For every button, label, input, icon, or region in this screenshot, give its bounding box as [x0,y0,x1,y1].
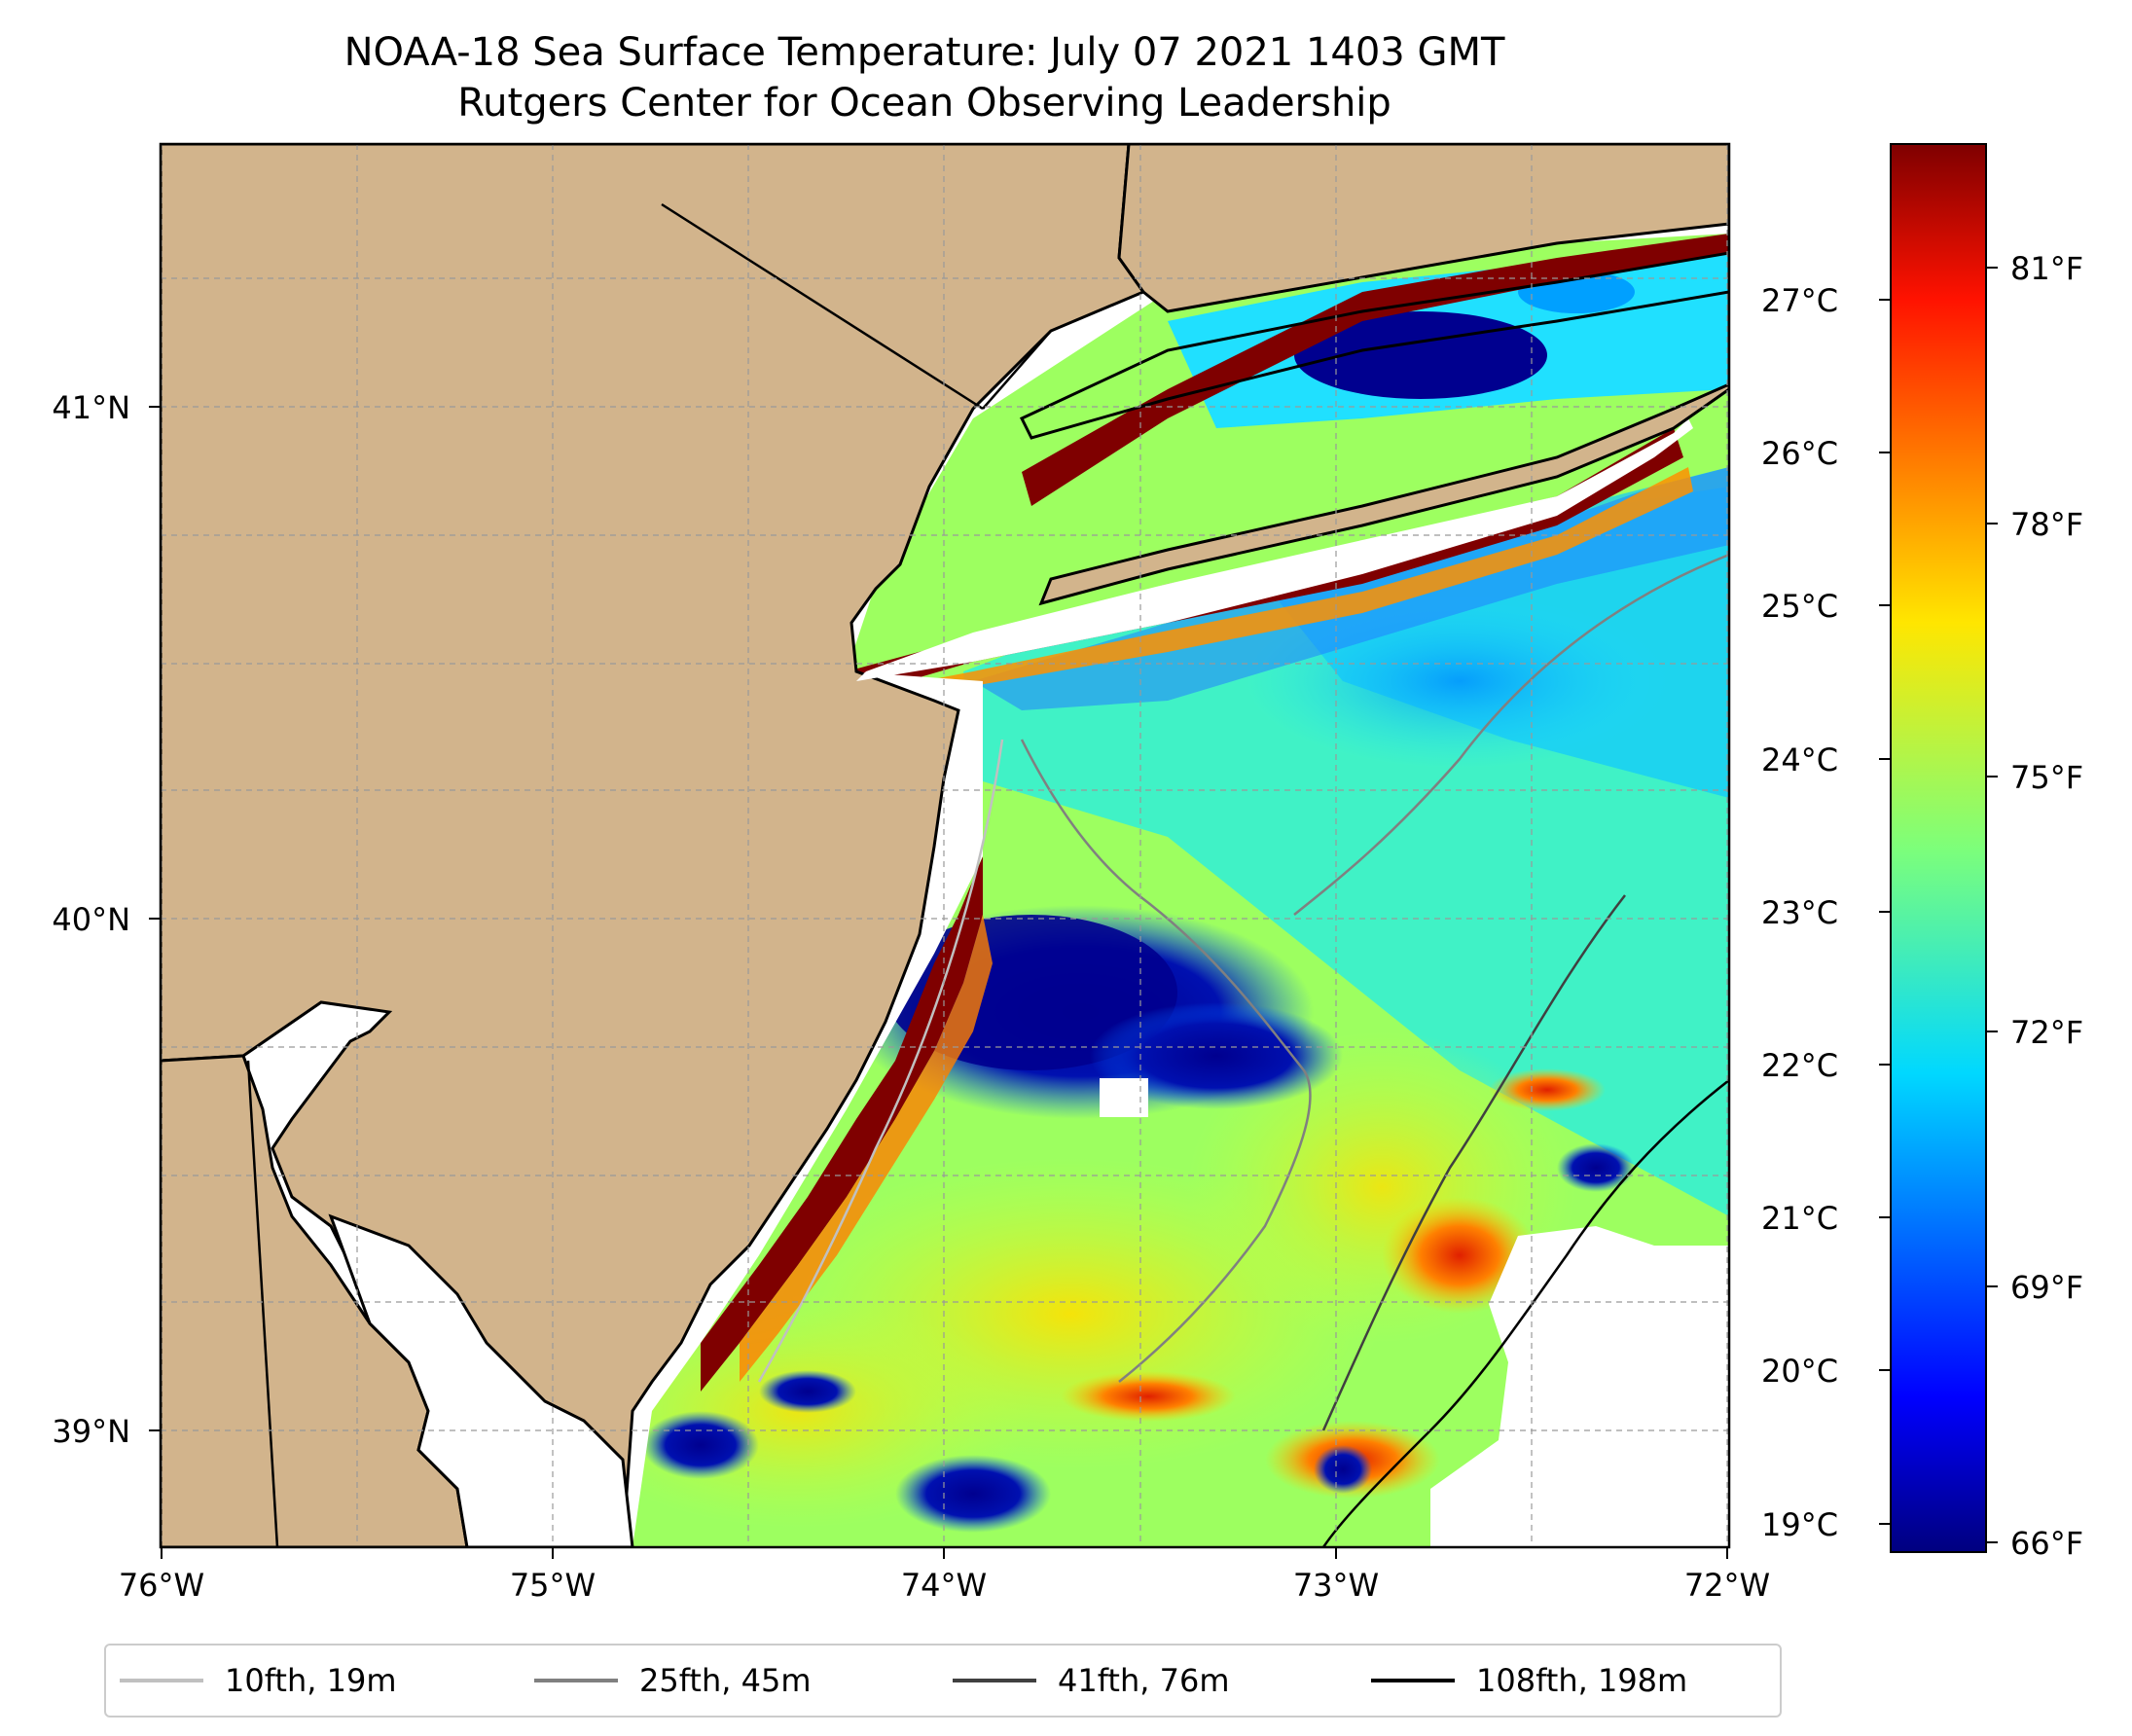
contour-legend: 10fth, 19m 25fth, 45m 41fth, 76m 108fth,… [104,1644,1782,1718]
legend-swatch [953,1679,1036,1682]
celsius-tick-label: 24°C [1761,741,1839,778]
celsius-tick-label: 26°C [1761,435,1839,472]
fahrenheit-tick-label: 78°F [2010,506,2084,543]
graticule [161,144,1729,1547]
legend-item-108fth: 108fth, 198m [1371,1659,1687,1702]
celsius-tick-label: 23°C [1761,894,1839,931]
celsius-tick-label: 21°C [1761,1200,1839,1237]
map-area [161,144,1729,1547]
lon-tick-label: 74°W [900,1567,988,1604]
delaware-bay [328,1213,634,1547]
contour-108fth [1321,1079,1729,1547]
fahrenheit-tick-label: 72°F [2010,1014,2084,1051]
legend-swatch [120,1679,203,1682]
lon-tick-label: 72°W [1683,1567,1771,1604]
no-data-region [1430,1226,1729,1547]
new-jersey-land [161,144,1146,1547]
colorbar [1890,143,1987,1553]
map-title: NOAA-18 Sea Surface Temperature: July 07… [343,30,1505,75]
contour-41fth [1321,894,1626,1431]
celsius-tick-label: 19°C [1761,1506,1839,1543]
celsius-tick-label: 22°C [1761,1047,1839,1084]
celsius-tick-label: 25°C [1761,588,1839,625]
fahrenheit-tick-label: 81°F [2010,250,2084,287]
legend-item-10fth: 10fth, 19m [120,1659,396,1702]
legend-label: 25fth, 45m [639,1662,812,1699]
contour-10fth [757,739,1004,1383]
lat-tick-label: 41°N [52,389,130,426]
contour-25fth [1020,739,1312,1383]
legend-item-41fth: 41fth, 76m [953,1659,1229,1702]
lon-tick-label: 73°W [1292,1567,1380,1604]
celsius-tick-label: 27°C [1761,282,1839,319]
legend-swatch [1371,1679,1455,1682]
lat-tick-label: 40°N [52,901,130,938]
legend-label: 108fth, 198m [1476,1662,1688,1699]
fahrenheit-tick-label: 75°F [2010,759,2084,796]
fahrenheit-tick-label: 69°F [2010,1269,2084,1306]
map-subtitle: Rutgers Center for Ocean Observing Leade… [457,81,1391,126]
fahrenheit-tick-label: 66°F [2010,1525,2084,1562]
legend-item-25fth: 25fth, 45m [534,1659,811,1702]
lon-tick-label: 76°W [118,1567,205,1604]
lon-tick-label: 75°W [509,1567,596,1604]
legend-label: 10fth, 19m [225,1662,397,1699]
legend-swatch [534,1679,618,1682]
long-island-land [1038,144,1729,606]
lat-tick-label: 39°N [52,1413,130,1450]
celsius-tick-label: 20°C [1761,1353,1839,1390]
legend-label: 41fth, 76m [1058,1662,1230,1699]
